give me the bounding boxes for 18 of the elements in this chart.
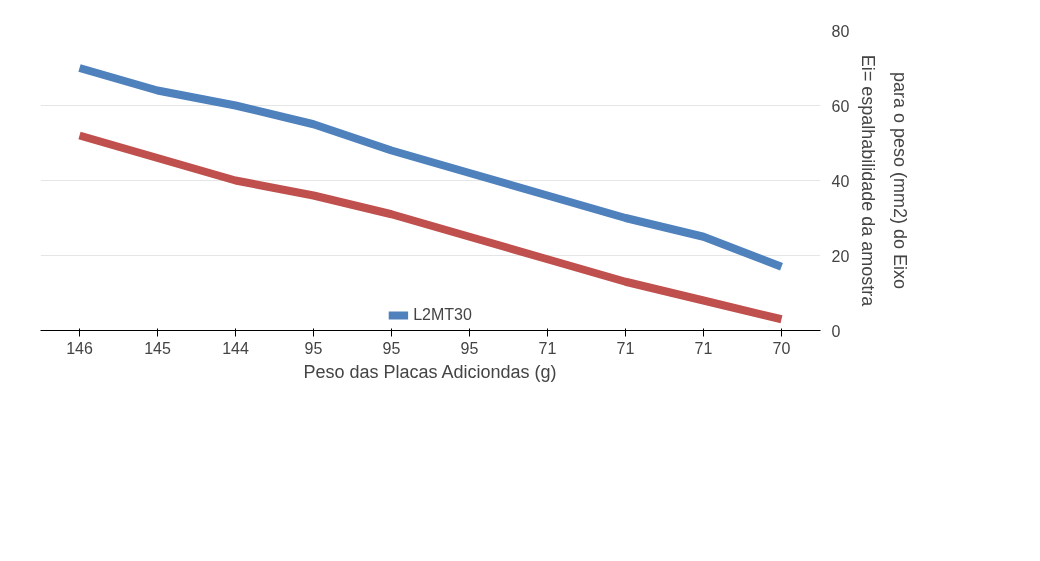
x-tick-label: 70 [772,339,791,357]
y-tick-label: 0 [831,322,841,340]
x-tick-label: 145 [144,339,171,357]
x-axis-title: Peso das Placas Adiciondas (g) [303,361,557,382]
legend-label: L2MT30 [413,306,472,324]
x-tick-label: 95 [382,339,401,357]
x-tick-label: 71 [616,339,635,357]
y-tick-label: 40 [831,172,850,190]
y-tick-label: 60 [831,97,850,115]
x-tick-label: 95 [460,339,479,357]
x-tick-label: 144 [222,339,249,357]
x-tick-label: 146 [66,339,93,357]
y-tick-label: 20 [831,247,850,265]
y-tick-label: 80 [831,22,850,40]
x-tick-label: 71 [694,339,713,357]
y-axis-title: Ei= espalhabilidade da amostra para o peso (mm2) do Eixo [857,54,910,308]
x-tick-label: 95 [304,339,323,357]
x-tick-label: 71 [538,339,557,357]
